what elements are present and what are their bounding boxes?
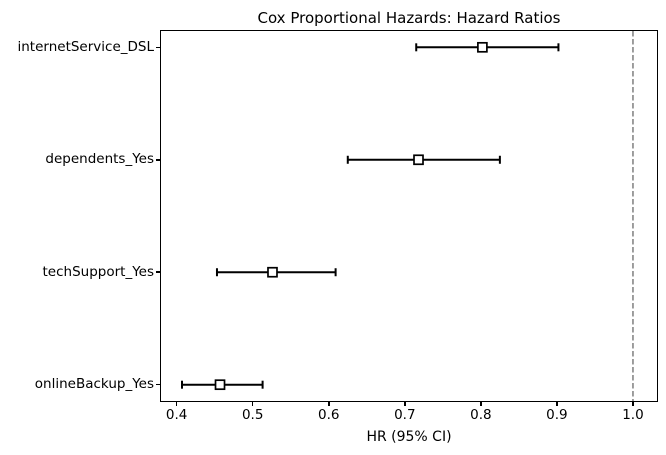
x-tick-label: 1.0 bbox=[622, 407, 644, 423]
x-tick bbox=[404, 402, 406, 406]
x-tick bbox=[632, 402, 634, 406]
x-tick bbox=[480, 402, 482, 406]
x-tick-label: 0.5 bbox=[241, 407, 264, 423]
y-tick bbox=[156, 383, 160, 386]
y-tick-label: onlineBackup_Yes bbox=[34, 376, 154, 393]
x-tick bbox=[556, 402, 558, 406]
x-tick bbox=[328, 402, 330, 406]
x-tick-label: 0.6 bbox=[318, 407, 340, 423]
x-tick bbox=[251, 402, 254, 406]
plot-canvas bbox=[180, 31, 634, 401]
hr-marker bbox=[267, 266, 278, 278]
x-tick-label: 0.9 bbox=[546, 407, 568, 423]
plot-area bbox=[160, 30, 658, 402]
y-tick-label: dependents_Yes bbox=[45, 151, 154, 168]
chart-title: Cox Proportional Hazards: Hazard Ratios bbox=[257, 9, 561, 27]
hr-marker bbox=[413, 154, 424, 166]
x-tick-label: 0.8 bbox=[470, 407, 492, 423]
hr-marker bbox=[214, 379, 226, 391]
x-tick-label: 0.4 bbox=[165, 407, 188, 423]
y-tick-label: techSupport_Yes bbox=[42, 263, 155, 280]
y-tick bbox=[156, 159, 160, 161]
x-tick-label: 0.7 bbox=[394, 407, 416, 423]
x-axis-label: HR (95% CI) bbox=[366, 429, 452, 445]
y-tick bbox=[156, 271, 160, 273]
y-tick bbox=[156, 46, 160, 49]
hr-marker bbox=[477, 41, 488, 53]
x-tick bbox=[175, 402, 178, 406]
y-tick-label: internetService_DSL bbox=[17, 38, 154, 55]
